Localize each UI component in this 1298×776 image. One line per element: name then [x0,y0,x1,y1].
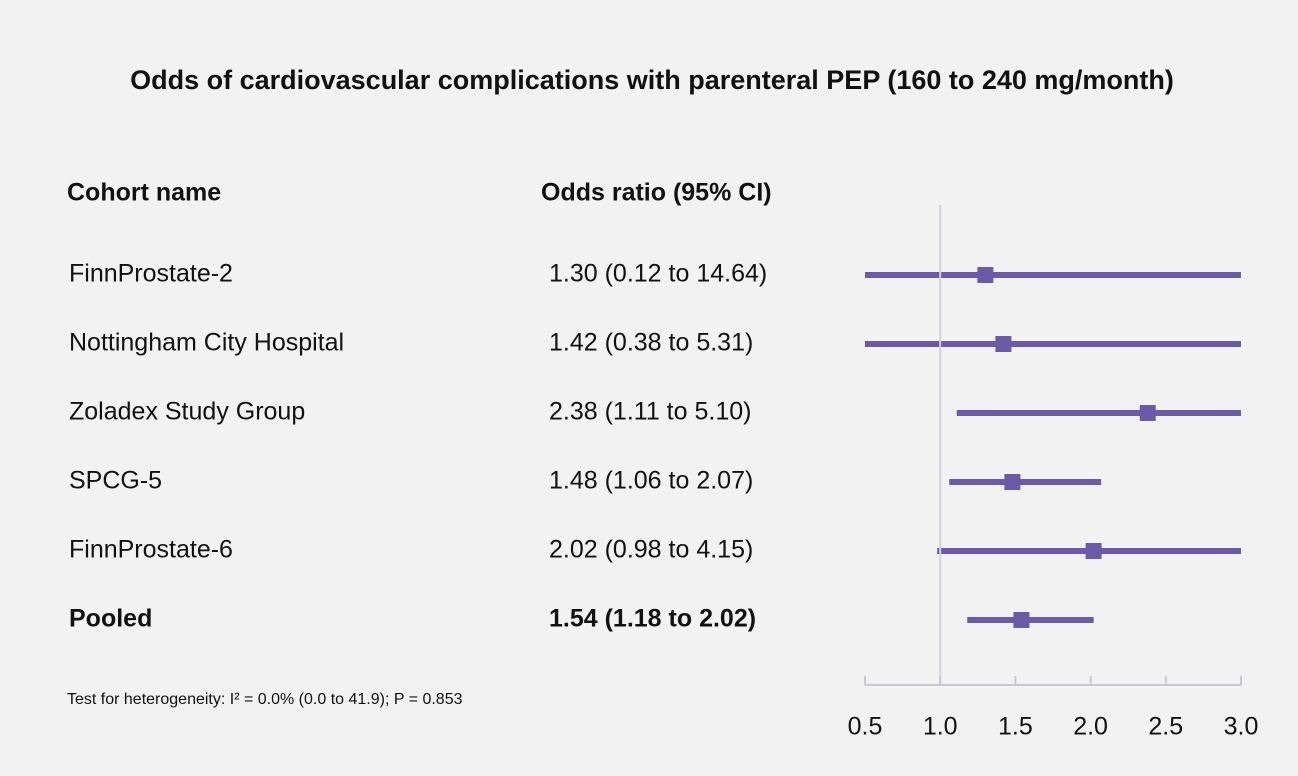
row-label: SPCG-5 [69,467,162,495]
column-header: Cohort name [67,179,221,207]
point-estimate [1013,612,1030,628]
x-tick-label: 1.5 [998,713,1033,741]
x-tick-label: 3.0 [1224,713,1259,741]
row-label: Zoladex Study Group [69,398,305,426]
row-label: Nottingham City Hospital [69,329,344,357]
x-tick-label: 2.5 [1148,713,1183,741]
chart-title: Odds of cardiovascular complications wit… [130,65,1174,95]
point-estimate [1139,405,1156,421]
plot-area [865,267,1241,628]
row-label: FinnProstate-6 [69,536,233,564]
value-label: 2.02 (0.98 to 4.15) [549,536,753,564]
x-tick-label: 0.5 [848,713,883,741]
row-label: Pooled [69,605,152,633]
column-header: Odds ratio (95% CI) [541,179,772,207]
value-label: 1.54 (1.18 to 2.02) [549,605,756,633]
point-estimate [1085,543,1102,559]
footnote: Test for heterogeneity: I² = 0.0% (0.0 t… [67,691,463,708]
point-estimate [1004,474,1021,490]
value-label: 1.30 (0.12 to 14.64) [549,260,767,288]
point-estimate [995,336,1012,352]
value-label: 1.42 (0.38 to 5.31) [549,329,753,357]
x-tick-label: 1.0 [923,713,958,741]
point-estimate [977,267,994,283]
value-label: 2.38 (1.11 to 5.10) [549,398,751,426]
x-tick-label: 2.0 [1073,713,1108,741]
value-label: 1.48 (1.06 to 2.07) [549,467,753,495]
row-label: FinnProstate-2 [69,260,233,288]
